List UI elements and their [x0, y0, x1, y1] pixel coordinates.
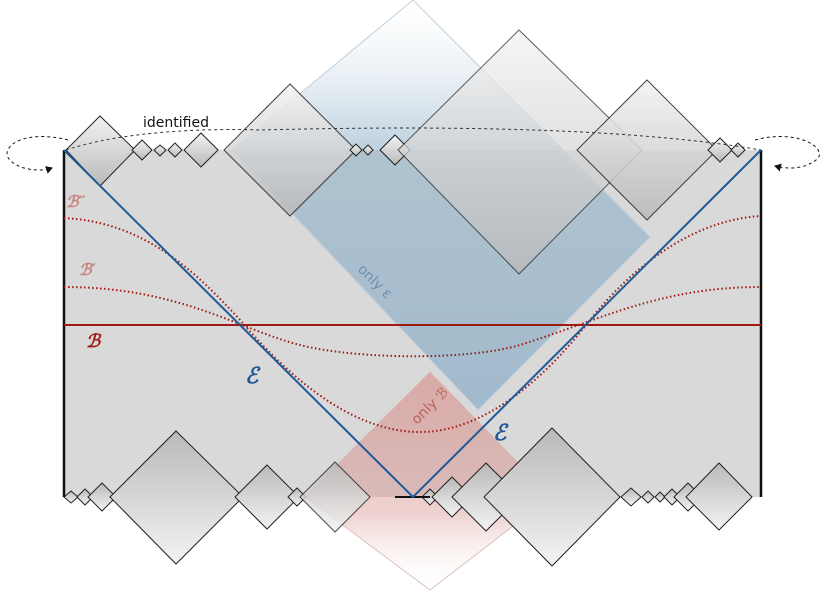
bottom-diamond-chain — [63, 427, 753, 567]
dashed-curved-arrow-icon — [754, 136, 820, 172]
b-prime-label: ℬ′ — [79, 260, 97, 279]
b-double-prime-surface — [63, 215, 762, 434]
top-diamond-chain — [65, 29, 746, 275]
dashed-curved-arrow-icon — [6, 136, 69, 174]
e-label-right: ℰ — [493, 420, 509, 446]
identified-label: identified — [143, 115, 209, 131]
b-double-prime-label: ℬ″ — [66, 192, 87, 211]
b-label: ℬ — [86, 331, 102, 352]
e-surface — [63, 149, 762, 499]
e-label-left: ℰ — [245, 363, 261, 389]
identification-arc — [65, 127, 762, 151]
